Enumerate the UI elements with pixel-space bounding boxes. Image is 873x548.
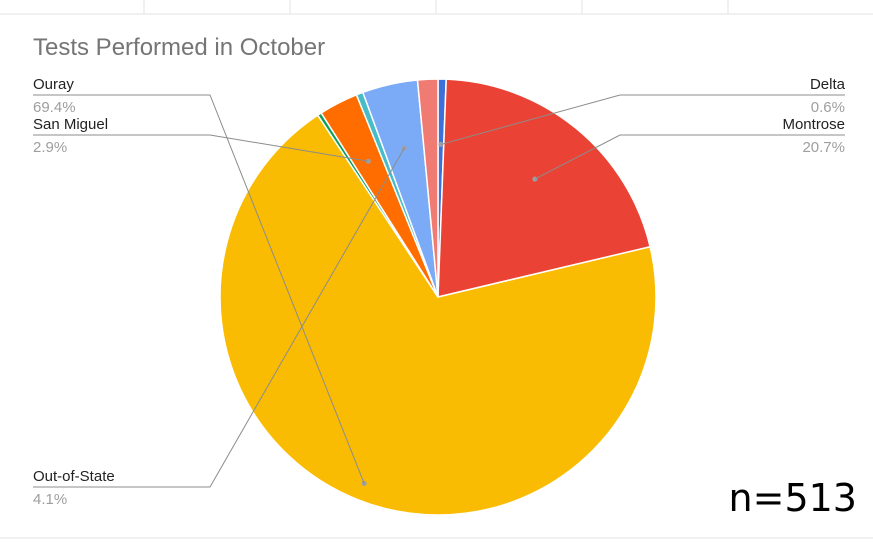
leader-line-ouray — [33, 94, 365, 484]
leader-line-delta — [440, 94, 845, 145]
pie-slice-ouray — [219, 114, 657, 516]
leader-line-out-of-state — [33, 147, 405, 488]
slice-label-ouray: Ouray — [33, 76, 74, 93]
slice-labels: Delta 0.6%Montrose 20.7% Ouray 69.4%San Migu… — [33, 76, 846, 508]
pie-slice-unlabeled-7 — [416, 78, 439, 298]
slice-percent-delta: 0.6% — [811, 99, 845, 116]
slice-label-out-of-state: Out-of-State — [33, 468, 115, 485]
slice-label-delta: Delta — [810, 76, 846, 93]
slice-percent-montrose: 20.7% — [802, 139, 845, 156]
chart-title: Tests Performed in October — [33, 34, 325, 61]
leader-line-san-miguel — [33, 134, 369, 162]
leader-lines — [33, 94, 845, 488]
pie-slice-montrose — [437, 78, 652, 298]
slice-label-san-miguel: San Miguel — [33, 116, 108, 133]
slice-label-montrose: Montrose — [782, 116, 845, 133]
leader-line-montrose — [534, 134, 845, 180]
slice-percent-san-miguel: 2.9% — [33, 139, 67, 156]
slice-percent-out-of-state: 4.1% — [33, 491, 67, 508]
sample-size-note: n=513 — [729, 476, 857, 520]
pie-slices — [219, 78, 657, 516]
slice-percent-ouray: 69.4% — [33, 99, 76, 116]
